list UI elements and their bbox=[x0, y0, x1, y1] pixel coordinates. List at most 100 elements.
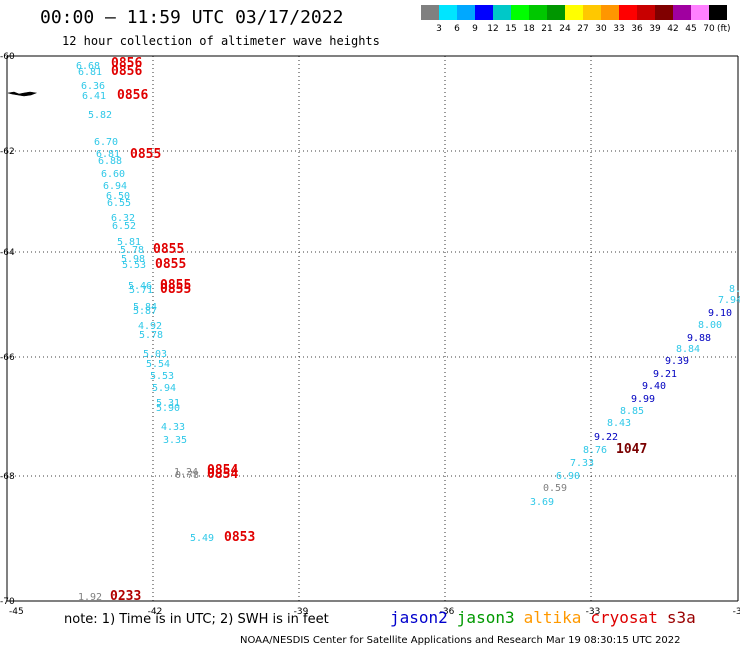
swh-value-label: 5.46 bbox=[128, 281, 152, 292]
swh-value-label: 9.88 bbox=[687, 333, 711, 344]
wave-height-color-legend: 3 6 9 12 15 18 21 24 27 30 33 36 39 42 45 70 (ft) bbox=[421, 4, 740, 34]
latitude-label: -70 bbox=[0, 597, 15, 607]
map-border bbox=[6, 55, 739, 602]
legend-swatch bbox=[583, 5, 601, 20]
mission-cryosat: cryosat bbox=[590, 608, 658, 627]
legend-tick-label: 9 bbox=[472, 24, 478, 34]
axis-labels: -45 -42 -39 -36 -33 -30 -60 -62 -64 -66 -68 -70 bbox=[0, 52, 740, 617]
legend-tick-label: 42 bbox=[667, 24, 679, 34]
time-marker-label: 0855 bbox=[155, 257, 186, 272]
swh-value-label: 5.82 bbox=[88, 110, 112, 121]
legend-swatch bbox=[421, 5, 439, 20]
latitude-label: -64 bbox=[0, 248, 15, 258]
legend-swatch bbox=[475, 5, 493, 20]
page-title: 00:00 – 11:59 UTC 03/17/2022 bbox=[40, 7, 344, 28]
swh-value-label: 8.84 bbox=[676, 344, 700, 355]
legend-swatch bbox=[529, 5, 547, 20]
longitude-label: -30 bbox=[733, 607, 740, 617]
time-marker-label: 0855 bbox=[160, 278, 191, 293]
swh-value-label: 6.90 bbox=[556, 471, 580, 482]
legend-tick-label: 6 bbox=[454, 24, 460, 34]
swh-value-label: 5.54 bbox=[146, 359, 170, 370]
swh-value-label: 5.71 bbox=[129, 285, 153, 296]
legend-tick-label: 70 bbox=[703, 24, 715, 34]
swh-value-label: 6.88 bbox=[98, 156, 122, 167]
time-marker-label: 0856 bbox=[111, 64, 142, 79]
swh-value-label: 5.53 bbox=[122, 260, 146, 271]
longitude-label: -33 bbox=[586, 607, 601, 617]
swh-value-label: 5.53 bbox=[150, 371, 174, 382]
page-subtitle: 12 hour collection of altimeter wave hei… bbox=[62, 34, 380, 48]
credit-line: NOAA/NESDIS Center for Satellite Applica… bbox=[240, 635, 681, 646]
legend-tick-label: 21 bbox=[541, 24, 553, 34]
swh-value-label: 5.31 bbox=[156, 398, 180, 409]
time-marker-label: 0233 bbox=[110, 589, 141, 604]
swh-value-label: 5.03 bbox=[143, 349, 167, 360]
time-marker-label: 1047 bbox=[616, 442, 647, 457]
time-marker-label: 0856 bbox=[117, 88, 148, 103]
legend-swatch bbox=[547, 5, 565, 20]
legend-tick-label: 36 bbox=[631, 24, 643, 34]
legend-swatch bbox=[457, 5, 475, 20]
latitude-label: -68 bbox=[0, 472, 15, 482]
swh-value-label: 9.10 bbox=[708, 308, 732, 319]
swh-value-label: 6.81 bbox=[96, 149, 120, 160]
legend-swatch bbox=[493, 5, 511, 20]
time-marker-label: 0853 bbox=[224, 530, 255, 545]
legend-swatch bbox=[655, 5, 673, 20]
legend-tick-label: 15 bbox=[505, 24, 517, 34]
coastline-segment bbox=[7, 91, 38, 97]
longitude-label: -39 bbox=[294, 607, 309, 617]
swh-value-label: 1.92 bbox=[78, 592, 102, 603]
swh-value-label: 8. bbox=[729, 284, 740, 295]
legend-swatch bbox=[511, 5, 529, 20]
swh-value-label: 6.41 bbox=[82, 91, 106, 102]
legend-tick-label: 45 bbox=[685, 24, 697, 34]
legend-swatch bbox=[691, 5, 709, 20]
mission-jason2: jason2 bbox=[390, 608, 448, 627]
swh-value-label: 8.43 bbox=[607, 418, 631, 429]
swh-value-label: 5.94 bbox=[152, 383, 176, 394]
legend-unit-label: (ft) bbox=[717, 24, 731, 34]
coastline bbox=[7, 91, 38, 97]
swh-value-label: 5.84 bbox=[133, 302, 157, 313]
swh-value-label: 5.78 bbox=[120, 245, 144, 256]
longitude-label: -42 bbox=[148, 607, 163, 617]
legend-swatch bbox=[709, 5, 727, 20]
latitude-label: -66 bbox=[0, 353, 15, 363]
swh-value-label: 8.00 bbox=[698, 320, 722, 331]
swh-value-label: 5.78 bbox=[139, 330, 163, 341]
swh-value-label: 5.81 bbox=[117, 237, 141, 248]
time-marker-label: 0855 bbox=[160, 282, 191, 297]
legend-swatch bbox=[619, 5, 637, 20]
swh-value-label: 9.21 bbox=[653, 369, 677, 380]
swh-value-label: 6.32 bbox=[111, 213, 135, 224]
legend-tick-label: 12 bbox=[487, 24, 499, 34]
legend-tick-label: 27 bbox=[577, 24, 589, 34]
swh-value-label: 5.98 bbox=[121, 254, 145, 265]
swh-value-label: 6.50 bbox=[106, 191, 130, 202]
swh-value-label: 6.68 bbox=[76, 61, 100, 72]
legend-tick-label: 30 bbox=[595, 24, 607, 34]
footer-note: note: 1) Time is in UTC; 2) SWH is in fe… bbox=[64, 612, 329, 627]
swh-value-label: 6.60 bbox=[101, 169, 125, 180]
swh-value-label: 9.39 bbox=[665, 356, 689, 367]
swh-value-label: 6.81 bbox=[78, 67, 102, 78]
swh-value-label: 4.33 bbox=[161, 422, 185, 433]
graticule bbox=[7, 56, 738, 601]
swh-value-label: 8.85 bbox=[620, 406, 644, 417]
swh-value-label: 9.99 bbox=[631, 394, 655, 405]
legend-swatch bbox=[637, 5, 655, 20]
legend-swatch bbox=[673, 5, 691, 20]
time-marker-label: 0855 bbox=[153, 242, 184, 257]
time-marker-label: 0855 bbox=[130, 147, 161, 162]
swh-value-label: 6.55 bbox=[107, 198, 131, 209]
mission-legend: jason2 jason3 altika cryosat s3a bbox=[390, 608, 705, 627]
legend-tick-label: 33 bbox=[613, 24, 625, 34]
swh-value-label: 6.52 bbox=[112, 221, 136, 232]
legend-swatch bbox=[439, 5, 457, 20]
swh-value-label: 7.33 bbox=[570, 458, 594, 469]
